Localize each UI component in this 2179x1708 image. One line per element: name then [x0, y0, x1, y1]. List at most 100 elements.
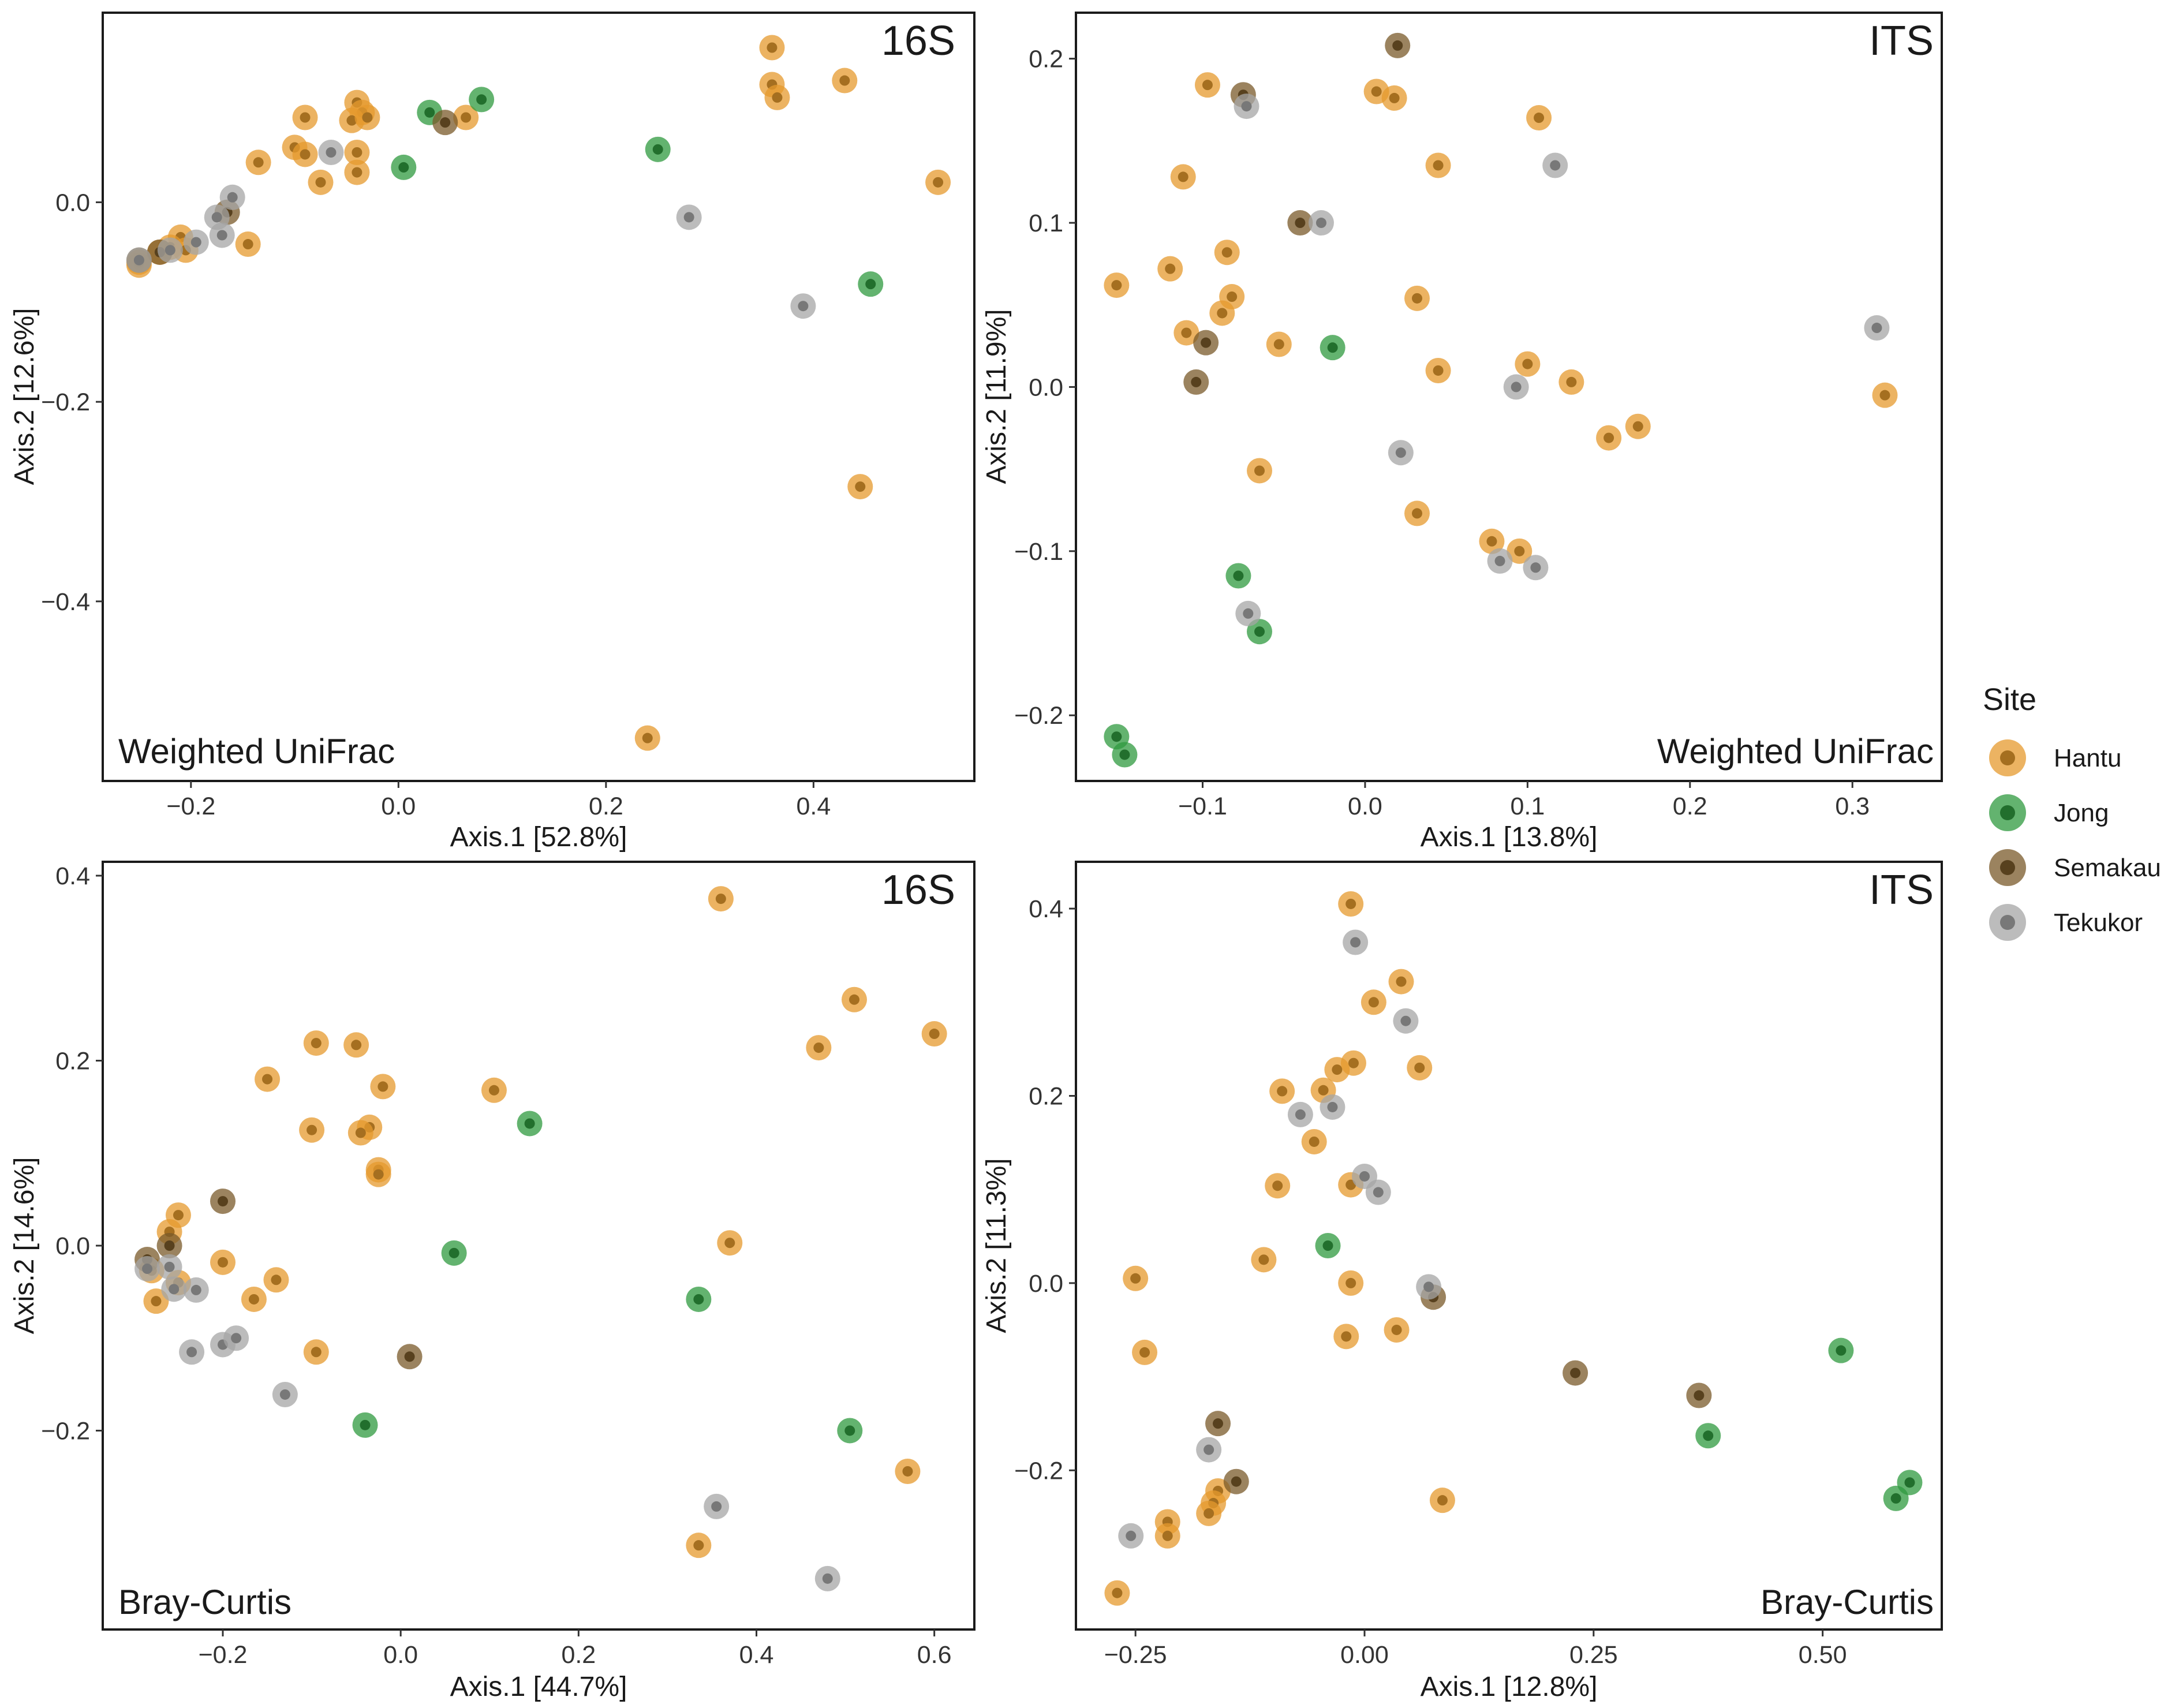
panel-title: ITS	[1869, 18, 1934, 64]
data-point	[318, 140, 344, 165]
data-point-core	[1165, 263, 1176, 274]
y-axis-label: Axis.2 [12.6%]	[9, 308, 40, 485]
data-point-core	[1272, 1180, 1283, 1191]
data-point	[1269, 1078, 1295, 1104]
data-point	[1196, 1500, 1222, 1526]
data-point-core	[1243, 608, 1254, 619]
data-point	[1173, 320, 1199, 346]
x-tick-label: 0.0	[383, 1641, 418, 1669]
y-tick-label: 0.2	[1029, 1082, 1063, 1110]
data-point	[895, 1458, 921, 1484]
data-point	[1205, 1411, 1231, 1437]
data-point	[1695, 1423, 1721, 1449]
y-ticks: 0.4 0.2 0.0 −0.2	[1014, 895, 1076, 1485]
data-point	[1196, 1437, 1222, 1463]
data-point-core	[352, 147, 362, 158]
y-tick-label: −0.2	[1014, 1457, 1063, 1485]
data-point	[858, 271, 884, 297]
data-point	[1686, 1382, 1712, 1408]
data-point-core	[242, 239, 253, 250]
data-point-core	[1414, 1062, 1425, 1073]
data-point-core	[262, 1074, 273, 1085]
data-point-core	[1233, 570, 1244, 581]
data-point	[1407, 1055, 1433, 1081]
data-point-core	[1231, 1476, 1242, 1487]
data-point-core	[1368, 997, 1379, 1008]
data-point	[1104, 272, 1130, 298]
data-point	[344, 140, 370, 165]
y-ticks: 0.2 0.1 0.0 −0.1 −0.2	[1014, 46, 1076, 730]
data-point	[134, 1256, 160, 1282]
data-point	[1526, 105, 1552, 131]
data-point	[235, 231, 261, 257]
data-point-core	[1879, 390, 1890, 401]
data-point-core	[1204, 1444, 1214, 1455]
data-point-core	[279, 1389, 290, 1400]
data-point-core	[231, 1333, 242, 1344]
data-point-core	[1392, 40, 1403, 51]
y-tick-label: 0.0	[1029, 1270, 1063, 1298]
panel-16s-weighted-unifrac: −0.2 0.0 0.2 0.4 0.0 −0.2 −0.4 16S Weighted U…	[9, 12, 975, 853]
y-tick-label: 0.0	[1029, 373, 1063, 401]
data-point	[370, 1074, 396, 1100]
data-point	[219, 184, 245, 210]
data-point	[1340, 1050, 1366, 1076]
data-point-core	[352, 167, 362, 178]
data-point-core	[186, 1347, 197, 1358]
data-point-core	[1221, 247, 1232, 258]
x-tick-label: 0.1	[1510, 793, 1545, 820]
data-point	[1214, 240, 1240, 266]
data-point-core	[822, 1573, 833, 1584]
data-point	[1265, 1173, 1291, 1199]
data-point	[157, 237, 183, 263]
data-point-core	[211, 212, 222, 223]
data-point-core	[1694, 1390, 1705, 1401]
data-point	[1234, 94, 1259, 119]
series-hantu	[1104, 891, 1455, 1606]
x-tick-label: −0.2	[166, 793, 215, 820]
plot-frame	[102, 861, 975, 1631]
data-point-core	[1871, 323, 1882, 334]
data-point	[1266, 331, 1292, 357]
data-point-core	[476, 94, 487, 105]
data-point-core	[1348, 1057, 1359, 1068]
data-point	[156, 1233, 182, 1258]
data-point	[303, 1030, 329, 1056]
series-hantu	[1104, 72, 1898, 564]
data-point-core	[351, 1040, 362, 1051]
data-point	[790, 293, 816, 319]
data-point	[1381, 85, 1407, 111]
data-point-core	[1213, 1418, 1224, 1429]
x-axis-label: Axis.1 [52.8%]	[450, 822, 627, 853]
data-point	[179, 1339, 205, 1365]
x-ticks: −0.2 0.0 0.2 0.4 0.6	[199, 1629, 952, 1669]
data-point-core	[360, 1419, 371, 1430]
legend-label: Semakau	[2054, 854, 2161, 882]
data-point-core	[767, 42, 778, 53]
scatter-points	[1104, 32, 1898, 768]
data-point-core	[902, 1466, 913, 1477]
panel-title: 16S	[881, 867, 955, 913]
data-point	[1225, 563, 1251, 589]
x-tick-label: −0.25	[1104, 1641, 1167, 1669]
data-point	[1393, 1008, 1419, 1034]
data-point	[1361, 989, 1386, 1015]
data-point-core	[1258, 1254, 1269, 1265]
data-point-core	[311, 1038, 322, 1049]
data-point	[308, 169, 334, 195]
data-point	[686, 1533, 712, 1558]
legend: Site Hantu Jong Semakau Tekukor	[1983, 682, 2161, 941]
data-point	[223, 1325, 249, 1351]
data-point-core	[1566, 376, 1577, 387]
data-point	[1338, 891, 1364, 917]
data-point	[183, 229, 209, 255]
series-tekukor	[1118, 929, 1442, 1549]
data-point	[814, 1565, 840, 1591]
data-point-core	[378, 1081, 388, 1092]
x-tick-label: 0.4	[739, 1641, 774, 1669]
data-point	[397, 1344, 423, 1370]
x-tick-label: 0.0	[1348, 793, 1382, 820]
data-point-core	[855, 481, 866, 492]
x-ticks: −0.2 0.0 0.2 0.4	[166, 781, 831, 820]
data-point-core	[929, 1029, 940, 1040]
